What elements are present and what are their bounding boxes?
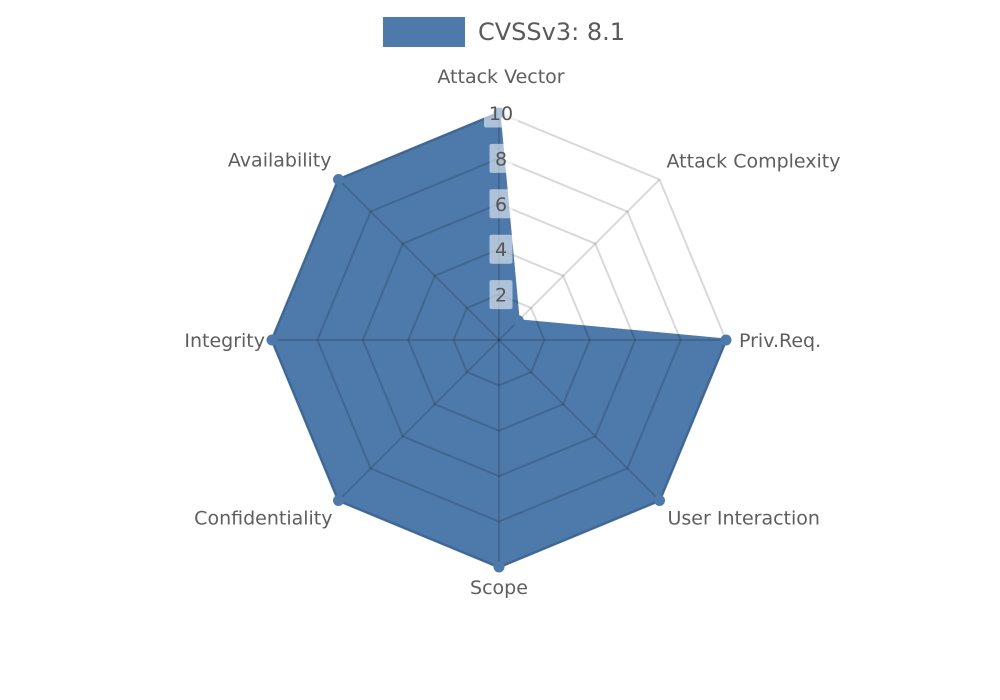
axis-label-user-interaction: User Interaction — [668, 508, 820, 530]
axis-label-confidentiality: Confidentiality — [194, 508, 332, 530]
vertex-marker — [333, 495, 344, 506]
vertex-marker — [512, 315, 524, 327]
rtick-box — [484, 98, 518, 128]
vertex-marker — [720, 334, 732, 346]
axis-label-attack-vector: Attack Vector — [437, 66, 564, 88]
legend-label: CVSSv3: 8.1 — [478, 18, 625, 46]
rtick-box — [489, 280, 513, 310]
axis-label-scope: Scope — [470, 577, 528, 599]
axis-label-priv-req: Priv.Req. — [739, 330, 821, 352]
grid-ring — [361, 202, 637, 478]
axis-label-attack-complexity: Attack Complexity — [667, 151, 841, 173]
vertex-marker — [266, 334, 278, 346]
grid-spoke — [337, 178, 500, 341]
rtick-label: 6 — [495, 194, 507, 216]
axis-label-integrity: Integrity — [184, 330, 265, 352]
rtick-box — [489, 234, 513, 264]
axis-label-availability: Availability — [228, 150, 332, 172]
vertex-marker — [493, 561, 505, 573]
grid-ring — [407, 248, 591, 432]
rtick-label: 4 — [495, 239, 507, 261]
rtick-label: 2 — [495, 285, 507, 307]
grid-spoke — [337, 339, 500, 502]
rtick-box — [489, 143, 513, 173]
legend-swatch — [383, 17, 465, 47]
vertex-marker — [654, 495, 665, 506]
rtick-label: 8 — [495, 148, 507, 170]
rtick-label: 10 — [489, 103, 513, 125]
grid-ring — [452, 293, 546, 387]
vertex-marker — [333, 174, 344, 185]
legend: CVSSv3: 8.1 — [383, 17, 625, 47]
grid-spoke — [498, 178, 661, 341]
grid-spoke — [498, 339, 661, 502]
radar-grid — [270, 111, 728, 569]
rtick-box — [489, 189, 513, 219]
grid-ring — [316, 157, 682, 523]
